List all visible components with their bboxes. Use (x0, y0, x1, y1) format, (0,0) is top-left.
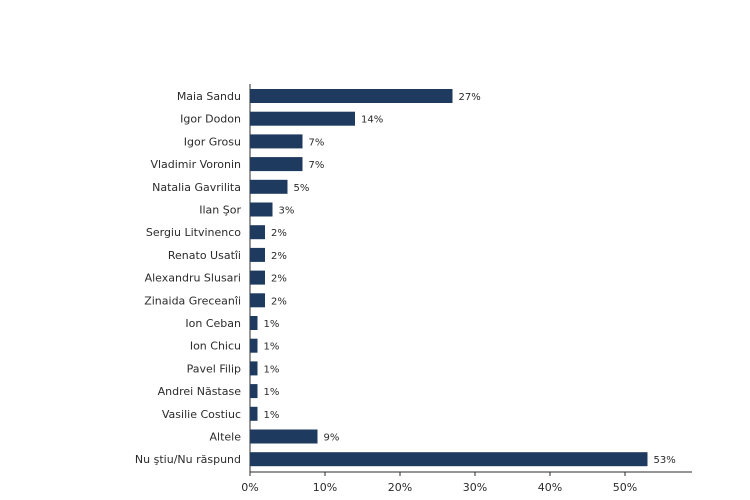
bar-igor-grosu (250, 134, 303, 149)
value-label-maia-sandu: 27% (459, 92, 481, 103)
category-label-vladimir-voronin: Vladimir Voronin (150, 158, 241, 171)
bar-nu-stiu-nu-raspund (250, 452, 648, 467)
category-label-vasilie-costiuc: Vasilie Costiuc (162, 408, 241, 421)
value-label-vladimir-voronin: 7% (309, 160, 325, 171)
value-label-natalia-gavrilita: 5% (294, 183, 310, 194)
category-label-ion-ceban: Ion Ceban (185, 317, 241, 330)
category-label-igor-grosu: Igor Grosu (184, 135, 241, 148)
value-label-sergiu-litvinenco: 2% (271, 228, 287, 239)
bar-vladimir-voronin (250, 157, 303, 172)
value-label-nu-stiu-nu-raspund: 53% (654, 455, 676, 466)
value-label-altele: 9% (324, 433, 340, 444)
category-label-sergiu-litvinenco: Sergiu Litvinenco (146, 226, 241, 239)
bar-maia-sandu (250, 89, 453, 103)
x-tick-label: 20% (388, 481, 412, 494)
category-label-natalia-gavrilita: Natalia Gavrilita (152, 181, 241, 194)
bar-andrei-nastase (250, 384, 258, 399)
value-label-ilan-sor: 3% (279, 206, 295, 217)
bar-vasilie-costiuc (250, 406, 258, 421)
bar-ion-chicu (250, 338, 258, 353)
bar-zinaida-greceanii (250, 293, 265, 308)
bar-sergiu-litvinenco (250, 225, 265, 240)
bar-ion-ceban (250, 316, 258, 330)
bar-renato-usatii (250, 247, 265, 262)
category-label-renato-usatii: Renato Usatîi (168, 249, 241, 262)
x-tick-label: 50% (613, 481, 637, 494)
bar-natalia-gavrilita (250, 179, 288, 194)
category-label-pavel-filip: Pavel Filip (187, 362, 241, 375)
value-label-igor-dodon: 14% (361, 115, 383, 126)
bar-ilan-sor (250, 202, 273, 217)
category-label-maia-sandu: Maia Sandu (177, 90, 241, 103)
value-label-alexandru-slusari: 2% (271, 274, 287, 285)
bars-group (250, 89, 648, 467)
category-label-alexandru-slusari: Alexandru Slusari (145, 272, 241, 285)
value-label-pavel-filip: 1% (264, 364, 280, 375)
category-label-andrei-nastase: Andrei Năstase (158, 385, 242, 398)
x-tick-label: 40% (538, 481, 562, 494)
category-label-ion-chicu: Ion Chicu (190, 340, 241, 353)
value-label-ion-chicu: 1% (264, 342, 280, 353)
value-label-renato-usatii: 2% (271, 251, 287, 262)
bar-altele (250, 429, 318, 444)
x-ticks-group: 0% 10% 20% 30% 40% 50% (241, 472, 637, 494)
x-tick-label: 10% (313, 481, 337, 494)
bar-pavel-filip (250, 361, 258, 376)
value-label-zinaida-greceanii: 2% (271, 296, 287, 307)
x-tick-label: 30% (463, 481, 487, 494)
value-label-ion-ceban: 1% (264, 319, 280, 330)
bar-alexandru-slusari (250, 270, 265, 285)
value-label-andrei-nastase: 1% (264, 387, 280, 398)
category-label-igor-dodon: Igor Dodon (180, 113, 241, 126)
category-label-nu-stiu-nu-raspund: Nu ştiu/Nu răspund (135, 453, 241, 466)
category-label-altele: Altele (210, 431, 242, 444)
bar-igor-dodon (250, 111, 355, 126)
category-label-ilan-sor: Ilan Şor (199, 204, 241, 217)
value-labels-group: 27% 14% 7% 7% 5% 3% 2% 2% 2% 2% 1% 1% 1% 1% 1% 9% 53% (264, 92, 676, 466)
x-tick-label: 0% (241, 481, 258, 494)
value-label-vasilie-costiuc: 1% (264, 410, 280, 421)
category-label-zinaida-greceanii: Zinaida Greceanîi (144, 294, 241, 307)
category-labels-group: Maia Sandu Igor Dodon Igor Grosu Vladimir V… (135, 90, 242, 466)
value-label-igor-grosu: 7% (309, 137, 325, 148)
